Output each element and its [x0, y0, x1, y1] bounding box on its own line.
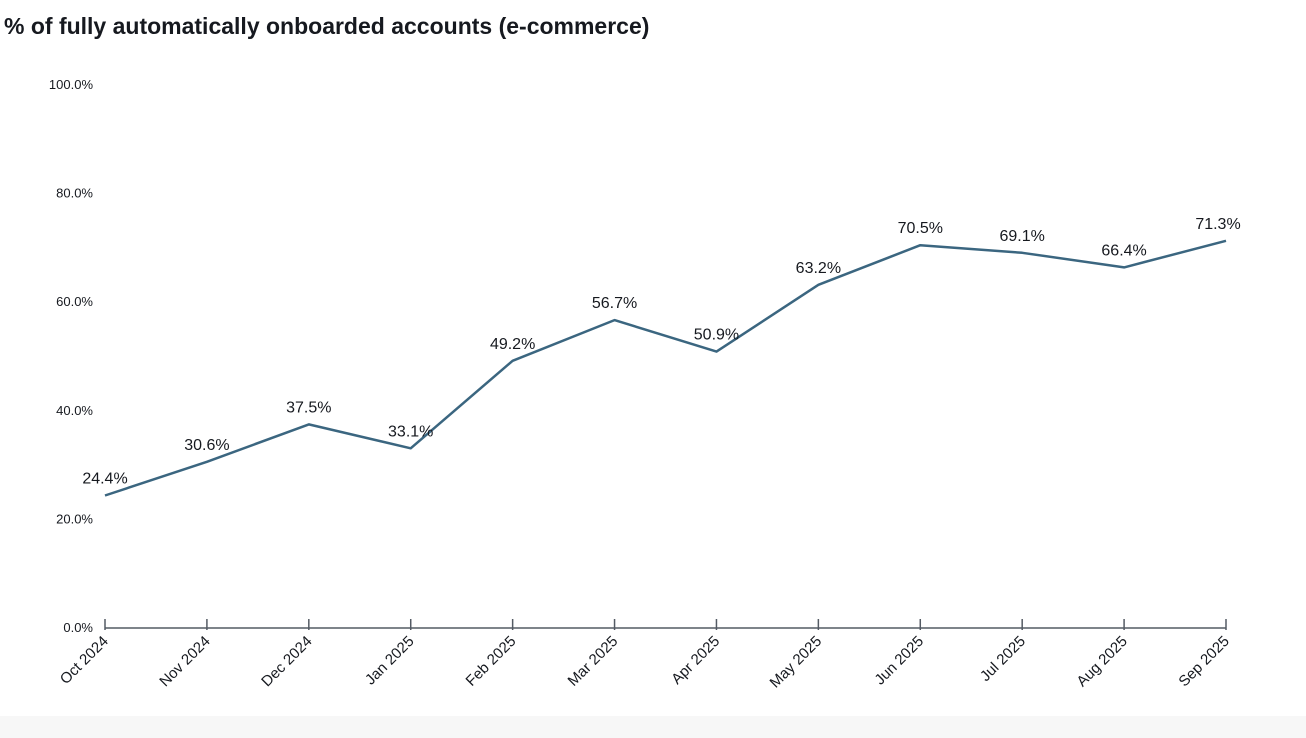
x-tick-label: Aug 2025 [1073, 633, 1130, 690]
x-tick-label: Mar 2025 [565, 633, 622, 690]
y-tick-label: 100.0% [49, 77, 94, 92]
y-axis: 0.0% 20.0% 40.0% 60.0% 80.0% 100.0% [49, 77, 94, 635]
data-label: 56.7% [592, 295, 637, 312]
data-label: 70.5% [898, 220, 943, 237]
x-tick-label: Jul 2025 [977, 633, 1029, 685]
data-labels: 24.4% 30.6% 37.5% 33.1% 49.2% 56.7% 50.9% 63.2%… [82, 216, 1240, 488]
y-tick-label: 40.0% [56, 403, 93, 418]
y-tick-label: 80.0% [56, 186, 93, 201]
data-label: 66.4% [1101, 242, 1146, 259]
data-label: 71.3% [1195, 216, 1240, 233]
x-tick-label: Jan 2025 [362, 633, 418, 689]
data-label: 37.5% [286, 399, 331, 416]
y-tick-label: 0.0% [63, 620, 93, 635]
x-tick-label: Dec 2024 [258, 633, 315, 690]
x-axis: Oct 2024 Nov 2024 Dec 2024 Jan 2025 Feb 2025… [57, 619, 1233, 691]
data-label: 69.1% [999, 228, 1044, 245]
x-tick-label: Nov 2024 [156, 633, 213, 690]
data-label: 33.1% [388, 423, 433, 440]
x-tick-label: Feb 2025 [463, 633, 520, 690]
series-line [104, 239, 1227, 497]
data-label: 50.9% [694, 327, 739, 344]
x-tick-label: Jun 2025 [871, 633, 927, 689]
y-tick-label: 60.0% [56, 294, 93, 309]
data-label: 49.2% [490, 336, 535, 353]
data-label: 63.2% [796, 260, 841, 277]
x-tick-label: Apr 2025 [668, 633, 723, 688]
data-label: 24.4% [82, 471, 127, 488]
y-tick-label: 20.0% [56, 511, 93, 526]
x-tick-label: Sep 2025 [1175, 633, 1232, 690]
chart-title: % of fully automatically onboarded accou… [4, 13, 650, 39]
bottom-band [0, 716, 1306, 738]
data-label: 30.6% [184, 437, 229, 454]
x-tick-label: Oct 2024 [57, 633, 112, 688]
x-tick-label: May 2025 [767, 633, 826, 692]
series [104, 239, 1227, 497]
